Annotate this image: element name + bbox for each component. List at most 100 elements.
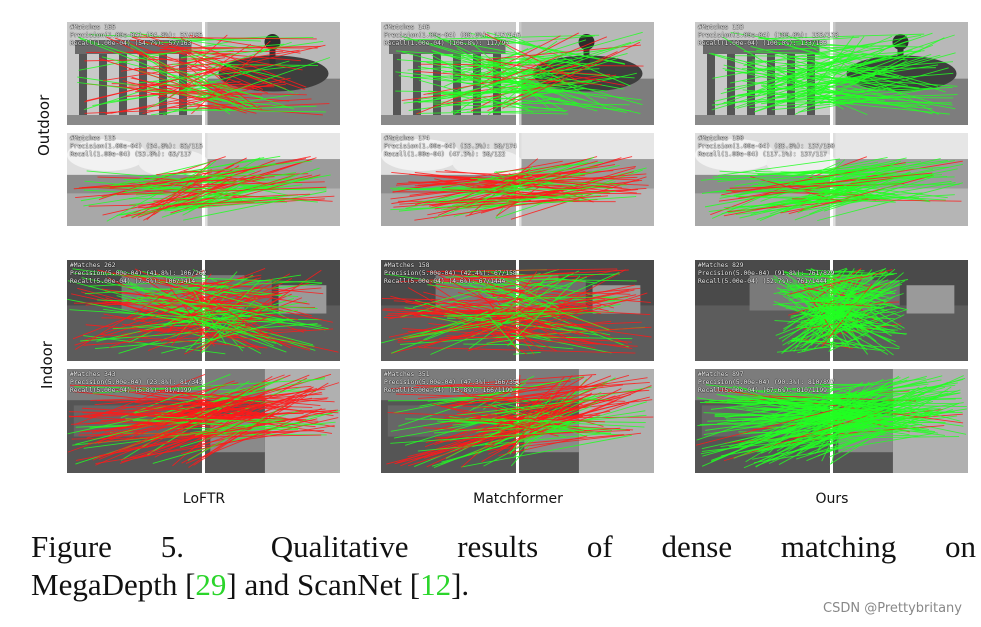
panel-stats-line: Precision(5.00e-04) (41.8%): 106/262 — [70, 270, 207, 277]
panel-image — [695, 22, 968, 125]
match-lines — [386, 374, 654, 468]
match-panel-indoor-2-matchformer: #Matches 351 Precision(5.00e-04) (47.3%):… — [381, 369, 654, 473]
caption-word: dense — [661, 529, 733, 564]
match-lines — [708, 32, 958, 116]
panel-stats-overlay: #Matches 829 Precision(5.00e-04) (91.8%):… — [698, 262, 834, 286]
panel-stats-line: Recall(1.00e-04) (47.5%): 58/122 — [384, 151, 506, 158]
caption-text: MegaDepth [ — [31, 567, 196, 602]
panel-stats-line: #Matches 115 — [70, 135, 116, 142]
panel-stats-overlay: #Matches 262 Precision(5.00e-04) (41.8%):… — [70, 262, 206, 286]
match-lines — [695, 375, 967, 469]
caption-word: Qualitative — [270, 529, 409, 564]
panel-stats-line: Precision(1.00e-04) (100.0%): 133/133 — [698, 32, 839, 39]
match-lines — [771, 267, 908, 356]
panel-stats-overlay: #Matches 146 Precision(1.00e-04) (80.0%):… — [384, 24, 520, 48]
match-panel-indoor-2-loftr: #Matches 343 Precision(5.00e-04) (23.8%):… — [67, 369, 340, 473]
panel-stats-line: Recall(5.00e-04) (4.6%): 67/1444 — [384, 278, 506, 285]
match-panel-indoor-2-ours: #Matches 897 Precision(5.00e-04) (90.3%):… — [695, 369, 968, 473]
panel-image — [67, 22, 340, 125]
panel-stats-line: #Matches 158 — [384, 262, 430, 269]
caption-line-2: MegaDepth [29] and ScanNet [12]. — [31, 566, 976, 604]
panel-image — [381, 260, 654, 361]
caption-word: of — [586, 529, 613, 564]
panel-stats-line: Precision(5.00e-04) (47.3%): 166/351 — [384, 379, 521, 386]
match-panel-indoor-1-matchformer: #Matches 158 Precision(5.00e-04) (42.4%):… — [381, 260, 654, 361]
caption-word: results — [457, 529, 539, 564]
panel-stats-line: Precision(5.00e-04) (42.4%): 67/158 — [384, 270, 517, 277]
match-panel-outdoor-1-loftr: #Matches 165 Precision(1.00e-04) (34.8%):… — [67, 22, 340, 125]
panel-image — [67, 133, 340, 226]
panel-stats-line: #Matches 897 — [698, 371, 744, 378]
panel-stats-line: Precision(5.00e-04) (91.8%): 761/829 — [698, 270, 835, 277]
panel-stats-line: Precision(5.00e-04) (23.8%): 81/343 — [70, 379, 203, 386]
panel-stats-overlay: #Matches 897 Precision(5.00e-04) (90.3%):… — [698, 371, 834, 395]
watermark: CSDN @Prettybritany — [823, 601, 962, 616]
panel-stats-overlay: #Matches 343 Precision(5.00e-04) (23.8%):… — [70, 371, 203, 395]
caption-word: Figure — [31, 529, 112, 564]
panel-image — [381, 369, 654, 473]
panel-stats-line: Recall(5.00e-04) (52.7%): 761/1444 — [698, 278, 827, 285]
panel-stats-line: #Matches 165 — [70, 24, 116, 31]
row-label-indoor: Indoor — [38, 341, 56, 389]
panel-stats-line: #Matches 262 — [70, 262, 116, 269]
panel-stats-line: #Matches 351 — [384, 371, 430, 378]
citation-link-29[interactable]: 29 — [195, 567, 227, 602]
panel-image — [695, 133, 968, 226]
panel-stats-line: Precision(1.00e-04) (34.8%): 57/165 — [70, 32, 203, 39]
panel-image — [695, 369, 968, 473]
panel-image — [695, 260, 968, 361]
match-lines — [381, 268, 652, 355]
caption-line-1: Figure 5. Qualitative results of dense m… — [31, 528, 976, 566]
match-panel-outdoor-1-matchformer: #Matches 146 Precision(1.00e-04) (80.0%):… — [381, 22, 654, 125]
panel-stats-line: #Matches 146 — [384, 24, 430, 31]
match-lines — [77, 31, 331, 116]
panel-stats-line: Recall(1.00e-04) (100.0%): 133/133 — [698, 40, 827, 47]
caption-word: matching — [780, 529, 897, 564]
panel-stats-line: Recall(5.00e-04) (6.8%): 81/1199 — [70, 387, 192, 394]
column-label-matchformer: Matchformer — [473, 491, 563, 507]
panel-stats-line: #Matches 160 — [698, 135, 744, 142]
panel-stats-line: Precision(1.00e-04) (80.0%): 117/146 — [384, 32, 521, 39]
row-label-outdoor: Outdoor — [35, 94, 53, 156]
figure: Outdoor Indoor LoFTR Matchformer Ours #M… — [35, 22, 968, 507]
citation-link-12[interactable]: 12 — [420, 567, 452, 602]
panel-stats-line: Recall(5.00e-04) (13.8%): 166/1199 — [384, 387, 513, 394]
panel-stats-overlay: #Matches 133 Precision(1.00e-04) (100.0%)… — [698, 24, 838, 48]
caption-word: on — [945, 529, 976, 564]
panel-stats-line: Precision(1.00e-04) (54.8%): 63/115 — [70, 143, 203, 150]
match-panel-outdoor-2-loftr: #Matches 115 Precision(1.00e-04) (54.8%):… — [67, 133, 340, 226]
caption-text: ] and ScanNet [ — [226, 567, 421, 602]
match-panel-outdoor-2-matchformer: #Matches 174 Precision(1.00e-04) (33.3%):… — [381, 133, 654, 226]
panel-stats-line: Recall(5.00e-04) (7.5%): 106/1414 — [70, 278, 196, 285]
panel-stats-line: #Matches 829 — [698, 262, 744, 269]
caption-word: 5. — [160, 529, 184, 564]
panel-stats-overlay: #Matches 174 Precision(1.00e-04) (33.3%):… — [384, 135, 517, 159]
match-lines — [73, 155, 335, 222]
match-lines — [67, 373, 340, 468]
panel-stats-line: #Matches 133 — [698, 24, 744, 31]
panel-stats-overlay: #Matches 115 Precision(1.00e-04) (54.8%):… — [70, 135, 203, 159]
panel-stats-line: Precision(1.00e-04) (33.3%): 58/174 — [384, 143, 517, 150]
match-panel-indoor-1-loftr: #Matches 262 Precision(5.00e-04) (41.8%):… — [67, 260, 340, 361]
panel-stats-overlay: #Matches 160 Precision(1.00e-04) (85.6%):… — [698, 135, 834, 159]
panel-stats-line: Recall(1.00e-04) (117.1%): 137/117 — [698, 151, 827, 158]
panel-stats-line: Precision(5.00e-04) (90.3%): 810/897 — [698, 379, 835, 386]
figure-caption: Figure 5. Qualitative results of dense m… — [31, 528, 976, 604]
match-lines — [67, 268, 339, 355]
match-panel-outdoor-1-ours: #Matches 133 Precision(1.00e-04) (100.0%)… — [695, 22, 968, 125]
panel-stats-line: Precision(1.00e-04) (85.6%): 137/160 — [698, 143, 835, 150]
match-panel-outdoor-2-ours: #Matches 160 Precision(1.00e-04) (85.6%):… — [695, 133, 968, 226]
panel-stats-line: #Matches 343 — [70, 371, 116, 378]
match-panel-indoor-1-ours: #Matches 829 Precision(5.00e-04) (91.8%):… — [695, 260, 968, 361]
match-lines — [395, 31, 644, 116]
column-label-ours: Ours — [815, 491, 849, 507]
panel-stats-overlay: #Matches 165 Precision(1.00e-04) (34.8%):… — [70, 24, 203, 48]
panel-image — [67, 369, 340, 473]
panel-image — [381, 22, 654, 125]
panel-stats-line: #Matches 174 — [384, 135, 430, 142]
match-lines — [390, 156, 649, 221]
panel-stats-line: Recall(1.00e-04) (106.8%): 117/97 — [384, 40, 510, 47]
panel-image — [381, 133, 654, 226]
caption-text: ]. — [451, 567, 470, 602]
panel-stats-overlay: #Matches 351 Precision(5.00e-04) (47.3%):… — [384, 371, 520, 395]
